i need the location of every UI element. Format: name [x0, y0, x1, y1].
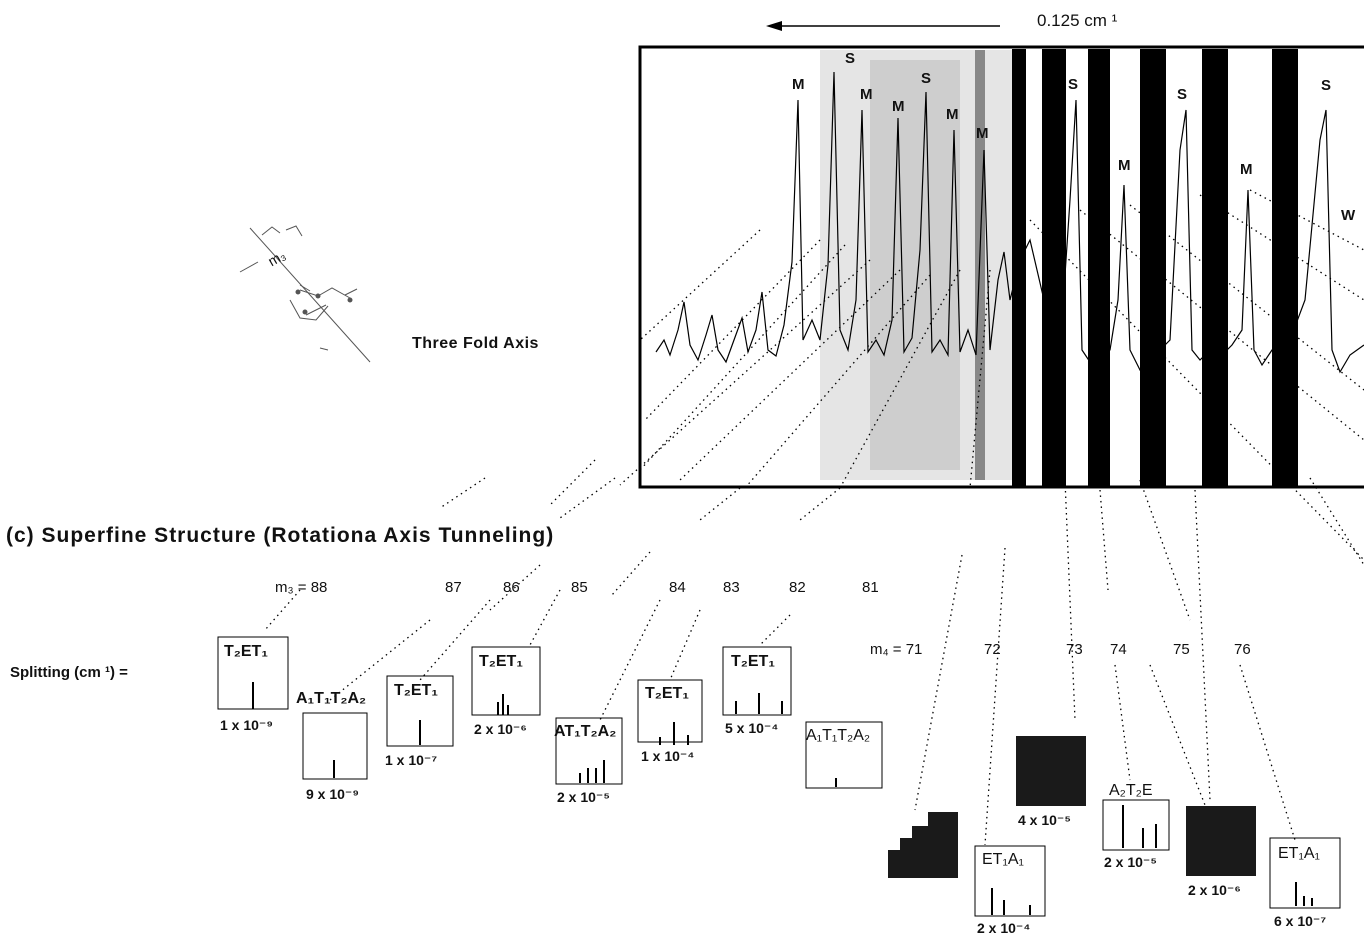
dark-cluster-blocks	[888, 736, 1256, 878]
splitting-value: 1 x 10⁻⁷	[385, 752, 438, 768]
splitting-label: Splitting (cm ¹) =	[10, 664, 128, 681]
peak-label: M	[1118, 157, 1131, 174]
cluster-symmetry: T₂ET₁	[394, 682, 438, 699]
peak-label: M	[892, 98, 905, 115]
peak-label: M	[946, 106, 959, 123]
splitting-value: 1 x 10⁻⁹	[220, 717, 273, 733]
black-bar	[1272, 49, 1298, 486]
peak-label: W	[1341, 207, 1356, 224]
splitting-value: 9 x 10⁻⁹	[306, 786, 359, 802]
m4-value: 76	[1234, 641, 1251, 658]
black-bar	[1042, 49, 1066, 486]
m4-value: 75	[1173, 641, 1190, 658]
splitting-value: 6 x 10⁻⁷	[1274, 913, 1327, 929]
three-fold-axis-label: Three Fold Axis	[412, 335, 539, 352]
peak-label: S	[921, 70, 932, 87]
cluster-symmetry: A₁T₁T₂A₂	[296, 690, 367, 707]
peak-label: M	[1240, 161, 1253, 178]
m4-value: 74	[1110, 641, 1127, 658]
m3-value: 82	[789, 579, 806, 596]
spectrum-trace	[655, 71, 1364, 374]
peak-label: M	[792, 76, 805, 93]
m3-value: 87	[445, 579, 462, 596]
cluster-symmetry: T₂ET₁	[645, 685, 689, 702]
peak-label: S	[1177, 86, 1188, 103]
peak-label: S	[1321, 77, 1332, 94]
molecule-sketch	[239, 225, 371, 363]
splitting-value: 2 x 10⁻⁵	[1104, 854, 1157, 870]
m4-value: 72	[984, 641, 1001, 658]
m3-value: 85	[571, 579, 588, 596]
black-bar	[1088, 49, 1110, 486]
peak-label: S	[845, 50, 856, 67]
peak-label: M	[860, 86, 873, 103]
connector-lines	[264, 189, 1364, 846]
cluster-symmetry: T₂ET₁	[731, 653, 775, 670]
cluster-symmetry: A₂T₂E	[1109, 782, 1153, 799]
stick-spectra	[252, 682, 1313, 915]
peak-label: M	[976, 125, 989, 142]
cluster-symmetry: ET₁A₁	[982, 851, 1024, 868]
cluster-symmetry: T₂ET₁	[224, 643, 268, 660]
splitting-value: 1 x 10⁻⁴	[641, 748, 695, 764]
m4-value: 73	[1066, 641, 1083, 658]
m3-value: 86	[503, 579, 520, 596]
figure-title: (c) Superfine Structure (Rotationa Axis …	[6, 524, 555, 547]
cluster-symmetry: A₁T₁T₂A₂	[806, 727, 871, 744]
black-bar	[1202, 49, 1228, 486]
splitting-value: 2 x 10⁻⁴	[977, 920, 1031, 936]
spectrum-panel	[638, 45, 1364, 489]
m3-value: 83	[723, 579, 740, 596]
m4-label: m₄ = 71	[870, 641, 923, 658]
scale-arrow	[766, 21, 1000, 31]
splitting-value: 2 x 10⁻⁶	[1188, 882, 1241, 898]
m3-label: m₃ = 88	[275, 579, 328, 596]
cluster-symmetry: ET₁A₁	[1278, 845, 1320, 862]
cluster-symmetry: T₂ET₁	[479, 653, 523, 670]
peak-label: S	[1068, 76, 1079, 93]
m3-value: 84	[669, 579, 686, 596]
cluster-boxes	[217, 636, 1341, 917]
black-bar	[1140, 49, 1166, 486]
splitting-value: 2 x 10⁻⁵	[557, 789, 610, 805]
scale-label: 0.125 cm ¹	[1037, 11, 1118, 30]
cluster-symmetry: AT₁T₂A₂	[554, 723, 617, 740]
splitting-value: 4 x 10⁻⁵	[1018, 812, 1071, 828]
splitting-value: 5 x 10⁻⁴	[725, 720, 779, 736]
black-bar	[1012, 49, 1026, 486]
m3-value: 81	[862, 579, 879, 596]
splitting-value: 2 x 10⁻⁶	[474, 721, 527, 737]
